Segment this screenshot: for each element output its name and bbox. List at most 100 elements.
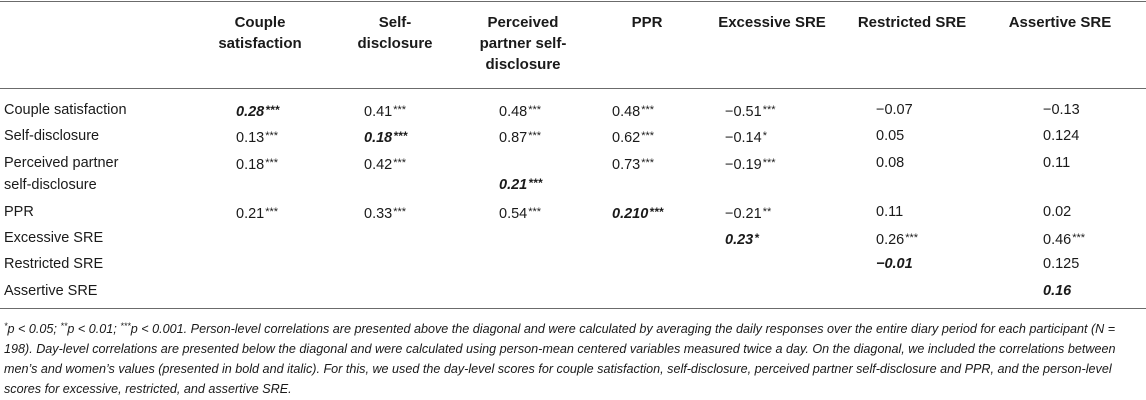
header-divider-rule [0, 88, 1146, 89]
cell-value: 0.46 [1043, 232, 1072, 248]
footnote-part-2: p < 0.01; [67, 322, 121, 336]
cell-value: −0.14 [725, 130, 762, 146]
table-cell: 0.87*** [499, 125, 541, 149]
diagonal-cell: 0.18*** [364, 125, 407, 149]
column-header: Assertive SRE [980, 12, 1140, 33]
row-label: Assertive SRE [4, 280, 97, 302]
cell-value: 0.18 [236, 157, 265, 173]
table-cell: 0.46*** [1043, 227, 1085, 251]
cell-value: −0.13 [1043, 102, 1080, 118]
diagonal-cell: 0.16 [1043, 280, 1071, 302]
significance-marker: ** [762, 206, 772, 218]
column-header-line: disclosure [357, 35, 433, 52]
cell-value: −0.21 [725, 206, 762, 222]
cell-value: 0.125 [1043, 256, 1080, 272]
table-cell: 0.41*** [364, 99, 406, 123]
significance-marker: *** [528, 130, 542, 142]
table-cell: 0.18*** [236, 152, 278, 176]
diagonal-cell: 0.28*** [236, 99, 279, 123]
footnote-sig-1: * [4, 321, 8, 331]
column-header-line: partner self- [479, 35, 567, 52]
significance-marker: *** [641, 104, 655, 116]
table-cell: 0.33*** [364, 201, 406, 225]
cell-value: 0.42 [364, 157, 393, 173]
table-cell: −0.14* [725, 125, 767, 149]
table-cell: 0.26*** [876, 227, 918, 251]
significance-marker: *** [265, 103, 280, 117]
table-cell: −0.13 [1043, 99, 1080, 121]
column-header: Excessive SRE [692, 12, 852, 33]
table-footnote: *p < 0.05; **p < 0.01; ***p < 0.001. Per… [4, 316, 1140, 399]
column-header: Couple satisfaction [180, 12, 340, 54]
row-label: Perceived partner self-disclosure [4, 152, 118, 196]
cell-value: 0.54 [499, 206, 528, 222]
column-header-line: Self- [378, 14, 412, 31]
table-cell: 0.11 [876, 201, 903, 223]
table-cell: −0.19*** [725, 152, 776, 176]
cell-value: −0.01 [876, 256, 913, 272]
cell-value: 0.18 [364, 130, 393, 146]
cell-value: 0.05 [876, 128, 905, 144]
column-header-line: Couple [234, 14, 286, 31]
row-label-line: Self-disclosure [4, 128, 100, 144]
table-cell: 0.62*** [612, 125, 654, 149]
footnote-part-1: p < 0.05; [7, 322, 61, 336]
significance-marker: *** [265, 206, 279, 218]
row-label: Restricted SRE [4, 253, 103, 275]
row-label-line: Assertive SRE [4, 283, 98, 299]
cell-value: 0.08 [876, 155, 905, 171]
cell-value: 0.62 [612, 130, 641, 146]
cell-value: 0.87 [499, 130, 528, 146]
cell-value: 0.13 [236, 130, 265, 146]
cell-value: 0.02 [1043, 204, 1072, 220]
diagonal-cell: 0.21*** [499, 172, 542, 196]
column-header: PPR [567, 12, 727, 33]
significance-marker: *** [649, 205, 664, 219]
significance-marker: *** [265, 130, 279, 142]
significance-marker: *** [1072, 232, 1086, 244]
significance-marker: *** [393, 157, 407, 169]
table-cell: 0.48*** [612, 99, 654, 123]
cell-value: 0.73 [612, 157, 641, 173]
cell-value: 0.11 [1043, 155, 1071, 171]
footnote-part-3: p < 0.001. Person-level correlations are… [4, 322, 1116, 396]
column-header-line: PPR [631, 14, 663, 31]
cell-value: 0.33 [364, 206, 393, 222]
row-label-line: PPR [4, 204, 34, 220]
significance-marker: *** [641, 157, 655, 169]
column-header-line: Assertive SRE [1008, 14, 1112, 31]
table-cell: 0.08 [876, 152, 904, 174]
column-header: Self-disclosure [315, 12, 475, 54]
row-label-line: Couple satisfaction [4, 102, 127, 118]
table-cell: −0.21** [725, 201, 771, 225]
table-top-rule [0, 1, 1146, 2]
footnote-sig-3: *** [120, 321, 131, 331]
table-cell: 0.05 [876, 125, 904, 147]
cell-value: 0.41 [364, 104, 393, 120]
table-bottom-rule [0, 308, 1146, 309]
significance-marker: *** [762, 104, 776, 116]
significance-marker: *** [762, 157, 776, 169]
cell-value: 0.21 [499, 177, 528, 193]
significance-marker: *** [528, 104, 542, 116]
table-cell: 0.02 [1043, 201, 1071, 223]
cell-value: 0.23 [725, 232, 754, 248]
column-header-line: Restricted SRE [857, 14, 967, 31]
column-header-line: satisfaction [218, 35, 302, 52]
table-cell: −0.51*** [725, 99, 776, 123]
significance-marker: *** [528, 206, 542, 218]
significance-marker: *** [393, 104, 407, 116]
significance-marker: *** [265, 157, 279, 169]
cell-value: 0.28 [236, 104, 265, 120]
row-label-line: self-disclosure [4, 177, 97, 193]
table-cell: 0.48*** [499, 99, 541, 123]
cell-value: −0.51 [725, 104, 762, 120]
cell-value: −0.07 [876, 102, 913, 118]
significance-marker: *** [393, 206, 407, 218]
significance-marker: * [754, 231, 759, 245]
significance-marker: *** [528, 176, 543, 190]
row-label: Excessive SRE [4, 227, 103, 249]
cell-value: −0.19 [725, 157, 762, 173]
table-cell: 0.13*** [236, 125, 278, 149]
row-label: Couple satisfaction [4, 99, 127, 121]
